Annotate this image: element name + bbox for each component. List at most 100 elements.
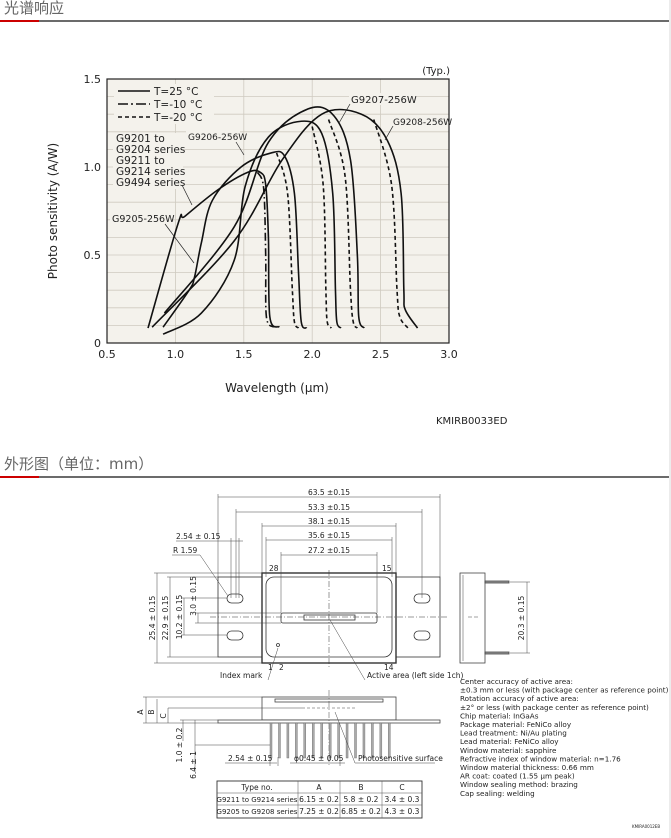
section-divider xyxy=(0,476,669,478)
y-tick-label: 0.5 xyxy=(84,249,102,262)
leader-line xyxy=(181,184,193,206)
scrollbar[interactable] xyxy=(669,0,671,838)
side-pin xyxy=(484,580,510,584)
annotation-bg xyxy=(186,131,240,142)
table-cell: G9211 to G9214 series xyxy=(217,796,298,804)
table-cell: 6.15 ± 0.2 xyxy=(299,795,339,804)
note-line: ±2° or less (with package center as refe… xyxy=(460,703,649,712)
divider-accent xyxy=(0,20,39,22)
series-annotations: G9201 to G9204 series G9211 to G9214 ser… xyxy=(110,93,452,264)
dim-letter-c: C xyxy=(159,713,168,718)
legend-label: T=-20 °C xyxy=(153,112,202,124)
mount-hole xyxy=(226,630,244,641)
top-dimension-labels: 63.5 ±0.15 53.3 ±0.15 38.1 ±0.15 35.6 ±0… xyxy=(148,488,464,680)
annotation-bg xyxy=(113,133,183,189)
series-line-solid xyxy=(162,120,342,335)
note-line: Window material thickness: 0.66 mm xyxy=(460,763,594,772)
annotation-g9207: G9207-256W xyxy=(351,95,417,106)
note-line: Chip material: InGaAs xyxy=(460,711,539,720)
note-line: Lead treatment: Ni/Au plating xyxy=(460,729,567,738)
mount-hole xyxy=(413,630,431,641)
dim-label: 22.9 ± 0.15 xyxy=(161,596,170,641)
x-axis-label: Wavelength (μm) xyxy=(225,381,329,395)
pin-number: 14 xyxy=(384,663,394,672)
annotation-g9201: G9214 series xyxy=(116,166,185,178)
x-tick-label: 1.5 xyxy=(235,348,253,361)
note-line: Window material: sapphire xyxy=(460,746,557,755)
lead-pin xyxy=(354,722,357,759)
annotation-g9201: G9211 to xyxy=(116,155,165,167)
table-header: B xyxy=(358,783,363,792)
table-cell: 3.4 ± 0.3 xyxy=(385,795,420,804)
annotation-bg xyxy=(349,93,417,105)
y-tick-label: 1.5 xyxy=(84,73,102,86)
series-line-dashed xyxy=(372,119,409,329)
lead-pin xyxy=(371,722,374,759)
annotation-g9206: G9206-256W xyxy=(188,133,247,143)
side-view xyxy=(459,572,530,664)
table-cell: G9205 to G9208 series xyxy=(217,808,298,816)
lead-pin xyxy=(312,722,315,759)
note-line: Lead material: FeNiCo alloy xyxy=(460,737,559,746)
section-divider xyxy=(0,20,669,22)
dim-label: 6.4 ± 1 xyxy=(189,751,198,779)
dim-label: 35.6 ±0.15 xyxy=(308,531,350,540)
mount-hole xyxy=(226,593,244,604)
lead-pin xyxy=(278,722,281,759)
leader-line xyxy=(164,223,195,264)
lead-pin xyxy=(286,722,290,759)
table-header: A xyxy=(316,783,322,792)
series-line-dashdot xyxy=(256,171,275,328)
y-axis-label: Photo sensitivity (A/W) xyxy=(46,143,60,279)
active-area xyxy=(303,614,356,621)
annotation-g9201: G9204 series xyxy=(116,144,185,156)
spectral-response-chart: 0.5 1.0 1.5 2.0 2.5 3.0 00.51.01.5 (Typ.) T=2… xyxy=(46,66,508,427)
lead-pin xyxy=(362,722,366,759)
pin-number: 15 xyxy=(382,564,392,573)
photosensitive-label: Photosensitive surface xyxy=(358,754,443,763)
note-line: Refractive index of window material: n=1… xyxy=(460,754,621,763)
lead-pin xyxy=(388,722,391,759)
figure-code: KMIRB0033ED xyxy=(436,416,508,427)
lead-pin xyxy=(269,722,273,759)
pins xyxy=(269,722,391,759)
dim-label: 3.0 ± 0.15 xyxy=(189,576,198,616)
active-area-label: Active area (left side 1ch) xyxy=(367,671,464,680)
lead-pin xyxy=(295,722,298,759)
lead-pin xyxy=(337,722,340,759)
dim-letter-a: A xyxy=(136,709,145,715)
outline-drawing: 63.5 ±0.15 53.3 ±0.15 38.1 ±0.15 35.6 ±0… xyxy=(136,488,669,829)
dim-label: 53.3 ±0.15 xyxy=(308,503,350,512)
note-line: Cap sealing: welding xyxy=(460,789,535,798)
y-tick-label: 0 xyxy=(94,337,101,350)
x-tick-labels: 0.5 1.0 1.5 2.0 2.5 3.0 xyxy=(98,348,458,361)
top-dimension-lines xyxy=(154,494,441,681)
index-mark-dot xyxy=(276,643,280,647)
dim-label: 38.1 ±0.15 xyxy=(308,517,350,526)
pin-pitch-label: 2.54 ± 0.15 xyxy=(228,754,273,763)
legend: T=25 °C T=-10 °C T=-20 °C xyxy=(114,84,214,124)
series-line-solid xyxy=(163,106,365,329)
top-view xyxy=(210,570,448,668)
table-cell: 5.8 ± 0.2 xyxy=(344,795,379,804)
series-line-dashed xyxy=(327,119,359,329)
divider-accent xyxy=(0,476,39,478)
dim-label: 27.2 ±0.15 xyxy=(308,546,350,555)
dim-label: 63.5 ±0.15 xyxy=(308,488,350,497)
annotation-g9205: G9205-256W xyxy=(112,214,175,225)
section-title-outline: 外形图（单位：mm） xyxy=(4,455,154,473)
pitch-label: 2.54 ± 0.15 xyxy=(176,532,221,541)
lead-pin xyxy=(303,722,306,759)
x-tick-label: 3.0 xyxy=(440,348,458,361)
legend-label: T=25 °C xyxy=(153,86,199,98)
pin-number: 28 xyxy=(269,564,279,573)
note-line: Package material: FeNiCo alloy xyxy=(460,720,572,729)
radius-label: R 1.59 xyxy=(173,546,198,555)
legend-label: T=-10 °C xyxy=(153,99,202,111)
note-line: AR coat: coated (1.55 μm peak) xyxy=(460,772,575,781)
note-line: Rotation accuracy of active area: xyxy=(460,694,579,703)
table-header: Type no. xyxy=(240,783,272,792)
note-line: ±0.3 mm or less (with package center as … xyxy=(460,686,669,695)
x-tick-label: 0.5 xyxy=(98,348,116,361)
table-cell: 7.25 ± 0.2 xyxy=(299,807,339,816)
